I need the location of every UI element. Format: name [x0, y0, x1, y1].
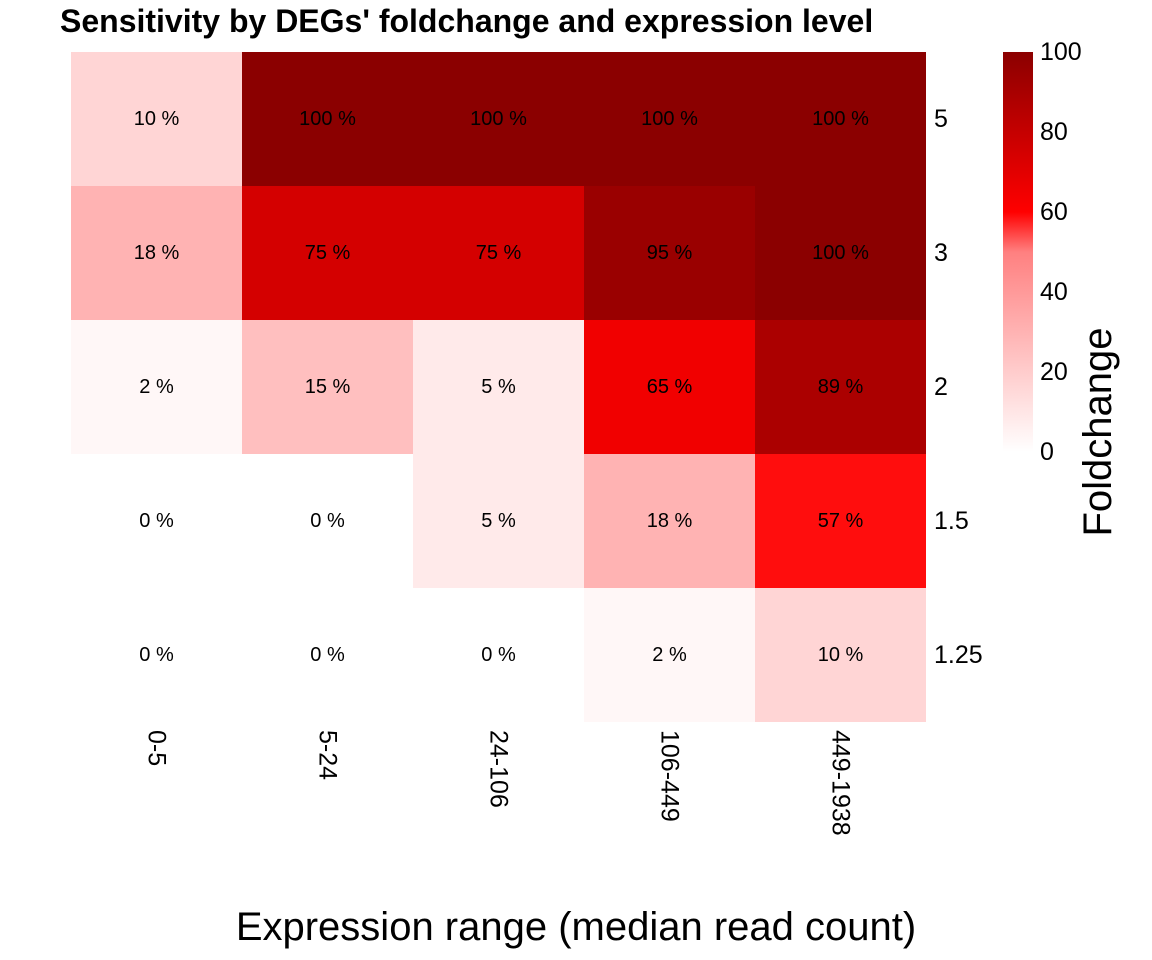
heatmap-cell — [584, 186, 755, 320]
x-tick-label: 0-5 — [143, 730, 171, 766]
cell-value-label: 5 % — [481, 510, 516, 532]
heatmap-cell — [413, 588, 584, 722]
heatmap-cell — [755, 454, 926, 588]
heatmap-cell — [71, 186, 242, 320]
heatmap-cell — [242, 320, 413, 454]
heatmap-cell — [584, 588, 755, 722]
heatmap-cell — [242, 52, 413, 186]
heatmap-cell — [242, 186, 413, 320]
heatmap-cell — [413, 320, 584, 454]
y-tick-label: 2 — [934, 373, 948, 401]
heatmap-cell — [413, 186, 584, 320]
heatmap-cell — [755, 186, 926, 320]
cell-value-label: 100 % — [470, 108, 527, 130]
heatmap-cell — [413, 52, 584, 186]
x-tick-label: 106-449 — [656, 730, 684, 822]
cell-value-label: 0 % — [310, 510, 345, 532]
cell-value-label: 2 % — [139, 376, 174, 398]
legend-tick-label: 20 — [1040, 358, 1068, 386]
heatmap-cell — [71, 320, 242, 454]
chart-title: Sensitivity by DEGs' foldchange and expr… — [60, 3, 873, 39]
legend-tick-label: 100 — [1040, 38, 1082, 66]
cell-value-label: 2 % — [652, 644, 687, 666]
cell-value-label: 18 % — [647, 510, 693, 532]
cell-value-label: 75 % — [476, 242, 522, 264]
y-tick-label: 1.5 — [934, 507, 969, 535]
cell-value-label: 0 % — [139, 644, 174, 666]
cell-value-label: 0 % — [481, 644, 516, 666]
legend-title: Foldchange — [1076, 327, 1120, 536]
legend-tick-label: 0 — [1040, 438, 1054, 466]
heatmap-cell — [71, 52, 242, 186]
color-legend: 0 20 40 60 80 100 Foldchange — [1003, 38, 1120, 537]
cell-value-label: 15 % — [305, 376, 351, 398]
y-tick-label: 1.25 — [934, 641, 983, 669]
heatmap-cell — [242, 588, 413, 722]
cell-value-label: 57 % — [818, 510, 864, 532]
heatmap-cell — [413, 454, 584, 588]
legend-tick-label: 40 — [1040, 278, 1068, 306]
x-tick-label: 24-106 — [485, 730, 513, 808]
cell-value-label: 100 % — [299, 108, 356, 130]
legend-tick-labels: 0 20 40 60 80 100 — [1040, 38, 1082, 466]
cell-value-label: 65 % — [647, 376, 693, 398]
heatmap-cells — [71, 52, 926, 722]
heatmap-cell — [755, 52, 926, 186]
legend-tick-label: 60 — [1040, 198, 1068, 226]
y-tick-label: 5 — [934, 105, 948, 133]
cell-value-label: 100 % — [812, 242, 869, 264]
cell-value-label: 10 % — [134, 108, 180, 130]
cell-value-label: 100 % — [641, 108, 698, 130]
x-axis-tick-labels: 0-5 5-24 24-106 106-449 449-1938 — [143, 730, 855, 836]
x-axis-title: Expression range (median read count) — [236, 905, 916, 949]
legend-tick-label: 80 — [1040, 118, 1068, 146]
heatmap-cell-labels: 10 % 100 % 100 % 100 % 100 % 18 % 75 % 75 % 95 %… — [134, 108, 869, 666]
x-tick-label: 5-24 — [314, 730, 342, 780]
cell-value-label: 100 % — [812, 108, 869, 130]
cell-value-label: 18 % — [134, 242, 180, 264]
heatmap-cell — [755, 320, 926, 454]
heatmap-cell — [584, 320, 755, 454]
cell-value-label: 75 % — [305, 242, 351, 264]
cell-value-label: 0 % — [139, 510, 174, 532]
cell-value-label: 5 % — [481, 376, 516, 398]
cell-value-label: 95 % — [647, 242, 693, 264]
y-axis-tick-labels: 5 3 2 1.5 1.25 — [934, 105, 983, 669]
x-tick-label: 449-1938 — [827, 730, 855, 836]
heatmap-cell — [71, 588, 242, 722]
cell-value-label: 0 % — [310, 644, 345, 666]
heatmap-cell — [71, 454, 242, 588]
cell-value-label: 10 % — [818, 644, 864, 666]
heatmap-cell — [584, 52, 755, 186]
heatmap-cell — [242, 454, 413, 588]
cell-value-label: 89 % — [818, 376, 864, 398]
heatmap-cell — [755, 588, 926, 722]
legend-color-bar — [1003, 52, 1033, 452]
heatmap-cell — [584, 454, 755, 588]
y-tick-label: 3 — [934, 239, 948, 267]
